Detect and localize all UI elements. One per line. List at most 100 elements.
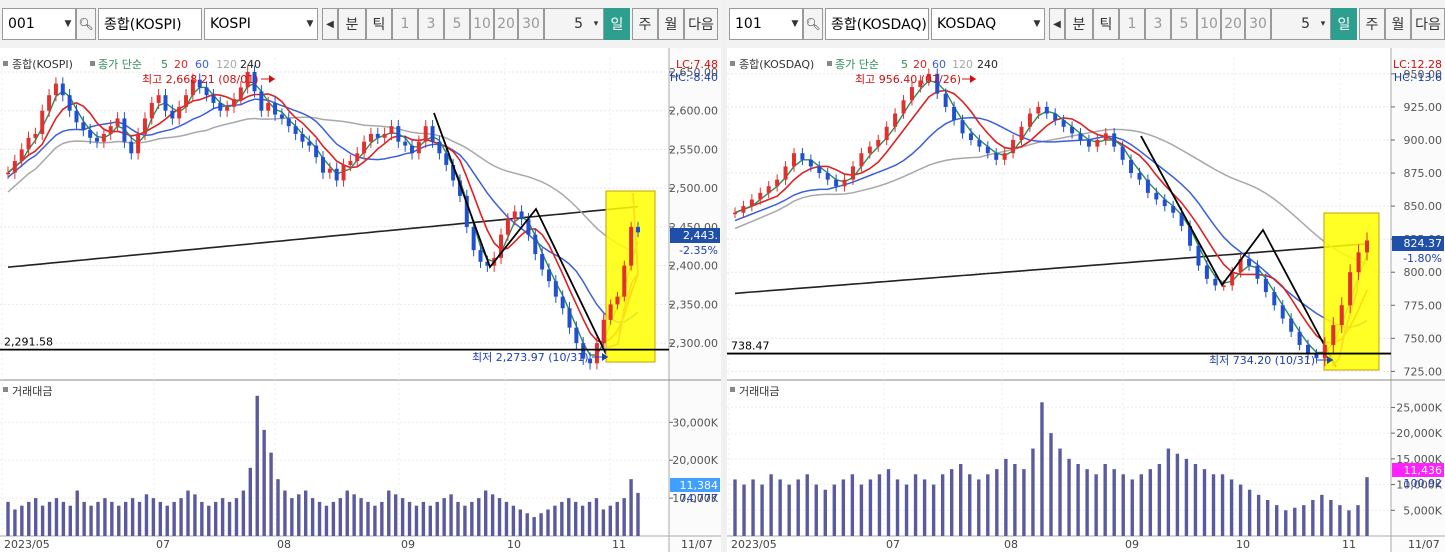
volume-bar: [1175, 453, 1180, 536]
volume-bar: [622, 498, 626, 536]
candle-body: [245, 71, 250, 88]
code-input[interactable]: 101 ▼: [729, 8, 803, 40]
code-input[interactable]: 001 ▼: [2, 8, 76, 40]
candle-body: [26, 137, 31, 150]
volume-bar: [269, 452, 273, 536]
candle-body: [876, 139, 881, 147]
count-field[interactable]: 5 ▾: [1271, 8, 1331, 40]
candle-body: [800, 153, 805, 160]
volume-bar: [1202, 469, 1207, 536]
week-button[interactable]: 주: [1359, 8, 1385, 40]
volume-bar: [421, 501, 426, 536]
market-select[interactable]: KOSPI ▼: [204, 8, 318, 40]
day-button[interactable]: 일: [604, 8, 630, 40]
candle-body: [1061, 120, 1066, 127]
month-button[interactable]: 월: [658, 8, 684, 40]
volume-bar: [560, 501, 564, 536]
candle-body: [1112, 133, 1117, 147]
next-button[interactable]: 다음: [684, 8, 718, 40]
count-dropdown-icon[interactable]: ▾: [1320, 19, 1326, 29]
minute-button[interactable]: 분: [338, 8, 366, 40]
code-dropdown-icon[interactable]: ▼: [64, 19, 72, 29]
volume-bar: [1004, 458, 1008, 536]
candle-body: [952, 106, 957, 121]
interval-option-5[interactable]: 30: [518, 8, 544, 40]
search-button[interactable]: 🔍︎: [76, 8, 96, 40]
candle-body: [136, 133, 141, 154]
interval-option-3[interactable]: 10: [1197, 8, 1221, 40]
month-button[interactable]: 월: [1385, 8, 1411, 40]
next-button[interactable]: 다음: [1411, 8, 1445, 40]
volume-bar: [172, 501, 176, 536]
volume-bar: [96, 501, 100, 536]
prev-arrow-icon: ◀: [1053, 18, 1061, 30]
week-button[interactable]: 주: [632, 8, 658, 40]
day-button[interactable]: 일: [1331, 8, 1357, 40]
candle-body: [783, 166, 788, 180]
volume-bar: [636, 492, 640, 536]
legend-ma-period: 20: [174, 58, 188, 71]
count-dropdown-icon[interactable]: ▾: [593, 19, 599, 29]
volume-bar: [778, 479, 782, 536]
volume-bar: [1229, 479, 1234, 536]
prev-button[interactable]: ◀: [322, 8, 338, 40]
price-axis-tick: 2,350.00: [669, 298, 718, 311]
ma60-line: [7, 98, 639, 324]
trend-drawing[interactable]: [433, 112, 607, 355]
candle-body: [1179, 212, 1184, 226]
ma60-line: [734, 116, 1368, 328]
interval-option-4[interactable]: 20: [1221, 8, 1245, 40]
volume-bar: [435, 501, 439, 536]
interval-option-1[interactable]: 3: [1145, 8, 1171, 40]
candle-body: [1053, 113, 1058, 121]
candle-body: [53, 83, 58, 96]
interval-option-2[interactable]: 5: [444, 8, 470, 40]
interval-option-5[interactable]: 30: [1245, 8, 1271, 40]
change-percent: -2.35%: [679, 244, 718, 257]
tick-button[interactable]: 틱: [1093, 8, 1119, 40]
trend-drawing[interactable]: [1140, 135, 1337, 368]
volume-current: 11,384: [680, 479, 719, 492]
price-axis-tick: 850.00: [1404, 200, 1443, 213]
tick-button[interactable]: 틱: [366, 8, 392, 40]
volume-bar: [1022, 469, 1026, 536]
volume-bar: [877, 474, 882, 536]
interval-option-0[interactable]: 1: [392, 8, 418, 40]
volume-bar: [193, 494, 197, 536]
date-axis-tick: 11/07: [1408, 538, 1440, 551]
interval-option-2[interactable]: 5: [1171, 8, 1197, 40]
code-dropdown-icon[interactable]: ▼: [791, 19, 799, 29]
volume-axis-tick: 10,000K: [672, 492, 718, 505]
candle-body: [177, 106, 182, 119]
interval-option-1[interactable]: 3: [418, 8, 444, 40]
market-dropdown-icon[interactable]: ▼: [306, 19, 314, 29]
chart-area[interactable]: 950.00925.00900.00875.00850.00825.00800.…: [727, 48, 1445, 552]
prev-button[interactable]: ◀: [1049, 8, 1065, 40]
volume-bar: [1329, 500, 1333, 536]
interval-option-0[interactable]: 1: [1119, 8, 1145, 40]
interval-option-4[interactable]: 20: [494, 8, 518, 40]
volume-bar: [546, 509, 550, 536]
candle-body: [560, 296, 565, 309]
minute-button[interactable]: 분: [1065, 8, 1093, 40]
candle-body: [574, 327, 579, 344]
market-dropdown-icon[interactable]: ▼: [1033, 19, 1041, 29]
candle-body: [451, 164, 456, 181]
candle-body: [321, 157, 325, 173]
volume-bar: [1193, 464, 1198, 536]
price-axis-tick: 2,500.00: [669, 182, 718, 195]
search-button[interactable]: 🔍︎: [803, 8, 823, 40]
market-select[interactable]: KOSDAQ ▼: [931, 8, 1045, 40]
count-field[interactable]: 5 ▾: [544, 8, 604, 40]
volume-bar: [1338, 505, 1342, 536]
volume-bar: [303, 490, 308, 536]
chart-area[interactable]: 2,650.002,600.002,550.002,500.002,450.00…: [0, 48, 721, 552]
volume-bar: [241, 490, 246, 536]
volume-bar: [6, 501, 10, 536]
volume-bar: [760, 484, 764, 536]
volume-axis-tick: 20,000K: [1396, 427, 1442, 440]
legend-ma-period: 5: [161, 58, 168, 71]
interval-option-3[interactable]: 10: [470, 8, 494, 40]
candle-body: [1036, 106, 1041, 114]
highlight-box[interactable]: [605, 190, 656, 363]
